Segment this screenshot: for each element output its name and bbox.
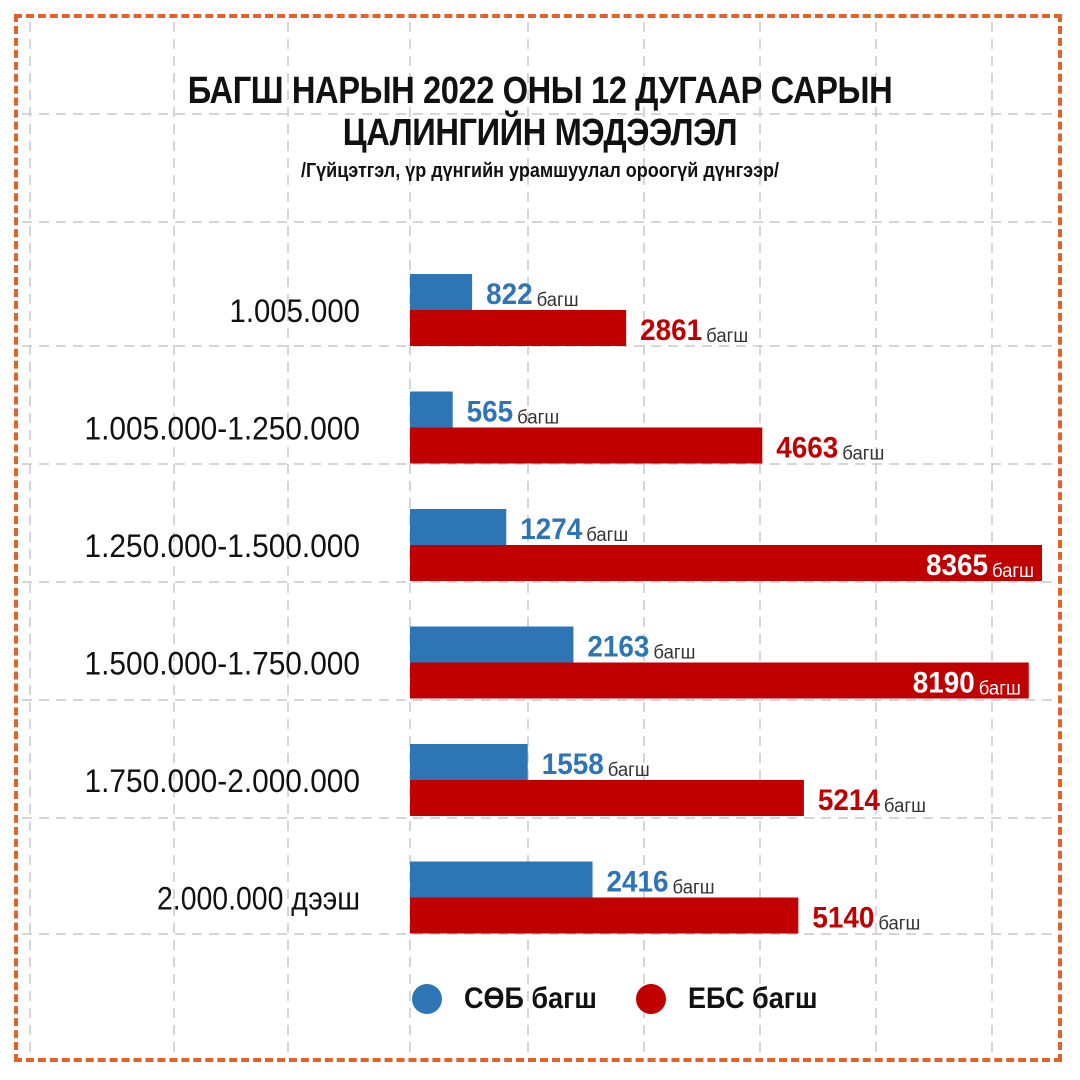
unit-label: багш bbox=[992, 561, 1034, 582]
legend-dot-ebs bbox=[636, 984, 666, 1014]
category-label: 2.000.000 дээш bbox=[157, 881, 360, 917]
category-label: 1.005.000-1.250.000 bbox=[85, 411, 361, 447]
value-label: 822 bbox=[486, 278, 533, 311]
category-label: 1.750.000-2.000.000 bbox=[85, 763, 361, 799]
value-label: 4663 bbox=[776, 432, 838, 465]
value-label: 2861 bbox=[640, 314, 702, 347]
bar-sob bbox=[410, 744, 528, 780]
unit-label: багш bbox=[878, 914, 920, 935]
bar-ebs bbox=[410, 545, 1042, 581]
unit-label: багш bbox=[608, 760, 650, 781]
value-label: 5214 bbox=[818, 784, 880, 817]
unit-label: багш bbox=[673, 878, 715, 899]
bar-ebs bbox=[410, 662, 1029, 699]
unit-label: багш bbox=[884, 796, 926, 817]
value-label: 2163 bbox=[587, 631, 649, 664]
value-label: 1274 bbox=[520, 513, 582, 546]
chart-title-line2: ЦАЛИНГИЙН МЭДЭЭЛЭЛ bbox=[342, 112, 738, 154]
legend-item-sob: СӨБ багш bbox=[412, 982, 612, 1016]
bar-sob bbox=[410, 509, 507, 545]
bar-ebs bbox=[410, 780, 804, 816]
category-label: 1.500.000-1.750.000 bbox=[85, 646, 361, 682]
unit-label: багш bbox=[653, 643, 695, 664]
value-label: 5140 bbox=[812, 902, 874, 935]
unit-label: багш bbox=[586, 525, 628, 546]
legend-dot-sob bbox=[412, 984, 442, 1014]
unit-label: багш bbox=[537, 290, 579, 311]
bar-sob bbox=[410, 391, 453, 428]
legend-item-ebs: ЕБС багш bbox=[636, 982, 832, 1016]
chart-title-line1: БАГШ НАРЫН 2022 ОНЫ 12 ДУГААР САРЫН bbox=[187, 70, 893, 112]
bar-sob bbox=[410, 861, 593, 898]
category-label: 1.250.000-1.500.000 bbox=[85, 528, 361, 564]
value-label: 1558 bbox=[542, 748, 604, 781]
value-label: 8365 bbox=[926, 549, 988, 582]
dashed-frame bbox=[14, 14, 1062, 1062]
unit-label: багш bbox=[517, 408, 559, 429]
chart-subtitle: /Гүйцэтгэл, үр дүнгийн урамшуулал ороогү… bbox=[300, 160, 780, 182]
unit-label: багш bbox=[979, 679, 1021, 700]
bar-ebs bbox=[410, 897, 799, 934]
value-label: 565 bbox=[467, 396, 514, 429]
unit-label: багш bbox=[706, 326, 748, 347]
legend-label-ebs: ЕБС багш bbox=[688, 982, 818, 1015]
value-label: 2416 bbox=[607, 866, 669, 899]
category-label: 1.005.000 bbox=[230, 293, 361, 329]
value-label: 8190 bbox=[913, 667, 975, 700]
bar-ebs bbox=[410, 427, 763, 464]
bar-ebs bbox=[410, 310, 627, 346]
unit-label: багш bbox=[842, 444, 884, 465]
legend: СӨБ багш ЕБС багш bbox=[0, 982, 1080, 1032]
bar-sob bbox=[410, 626, 574, 663]
legend-label-sob: СӨБ багш bbox=[464, 982, 597, 1015]
bar-sob bbox=[410, 274, 473, 310]
